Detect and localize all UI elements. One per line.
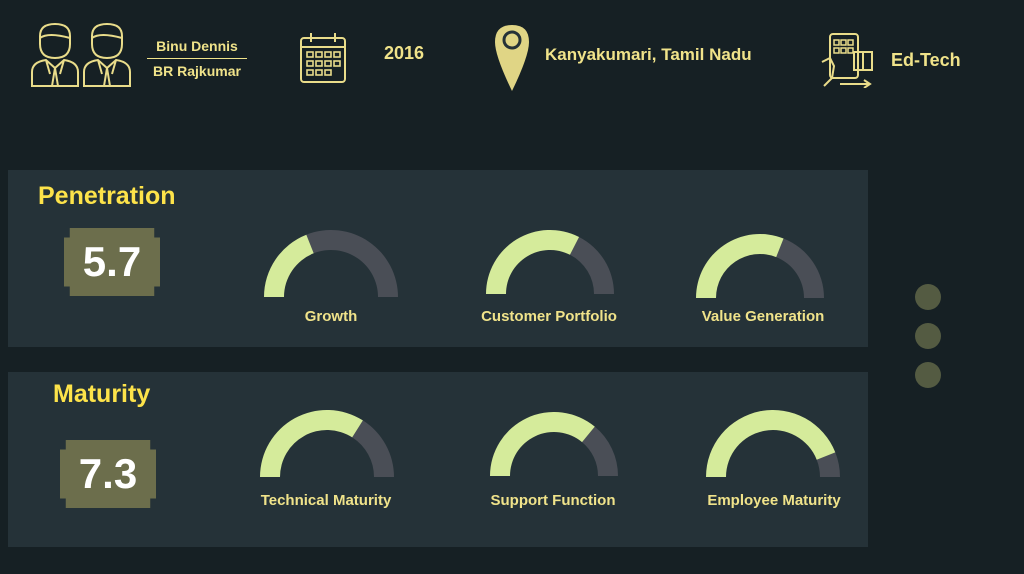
gauge-track [582, 426, 618, 476]
founder-name: Binu Dennis [147, 38, 247, 59]
founder-name: BR Rajkumar [153, 63, 241, 79]
gauge-label: Technical Maturity [260, 492, 392, 509]
gauge-fill [706, 410, 836, 477]
location-pin-icon [494, 24, 530, 92]
calendar-icon [299, 32, 349, 86]
gauge-customer-portfolio [486, 230, 614, 294]
gauge-support-function [490, 412, 618, 476]
score-box: 5.7 [64, 228, 160, 296]
founders-icon [30, 22, 132, 88]
edtech-icon [820, 32, 876, 88]
gauge-track [776, 238, 824, 298]
location: Kanyakumari, Tamil Nadu [545, 45, 752, 64]
gauge-label: Employee Maturity [707, 492, 841, 509]
gauge-track [352, 420, 394, 477]
gauge-growth [264, 230, 398, 297]
gauge-track [306, 230, 398, 297]
section-title: Maturity [53, 380, 151, 408]
gauge-track [816, 452, 840, 477]
sector: Ed-Tech [891, 50, 961, 70]
gauge-track [569, 236, 614, 294]
gauge-value-generation [696, 234, 824, 298]
pager-dot[interactable] [915, 362, 941, 388]
gauge-fill [260, 410, 363, 477]
gauge-label: Value Generation [701, 308, 825, 325]
gauge-technical-maturity [260, 410, 394, 477]
pager-dot[interactable] [915, 323, 941, 349]
founders: Binu Dennis BR Rajkumar [147, 38, 247, 79]
pager-dot[interactable] [915, 284, 941, 310]
gauge-fill [264, 234, 314, 297]
section-title: Penetration [38, 182, 176, 210]
gauge-fill [486, 230, 580, 294]
maturity-panel: Maturity 7.3 Technical Maturity Support … [8, 372, 868, 547]
gauge-employee-maturity [706, 410, 840, 477]
gauge-label: Support Function [490, 492, 616, 509]
penetration-panel: Penetration 5.7 Growth Customer Portfoli… [8, 170, 868, 347]
gauge-fill [696, 234, 784, 298]
gauge-fill [490, 412, 595, 476]
score-box: 7.3 [60, 440, 156, 508]
gauge-label: Customer Portfolio [481, 308, 617, 325]
founded-year: 2016 [384, 43, 425, 63]
gauge-label: Growth [304, 308, 358, 325]
